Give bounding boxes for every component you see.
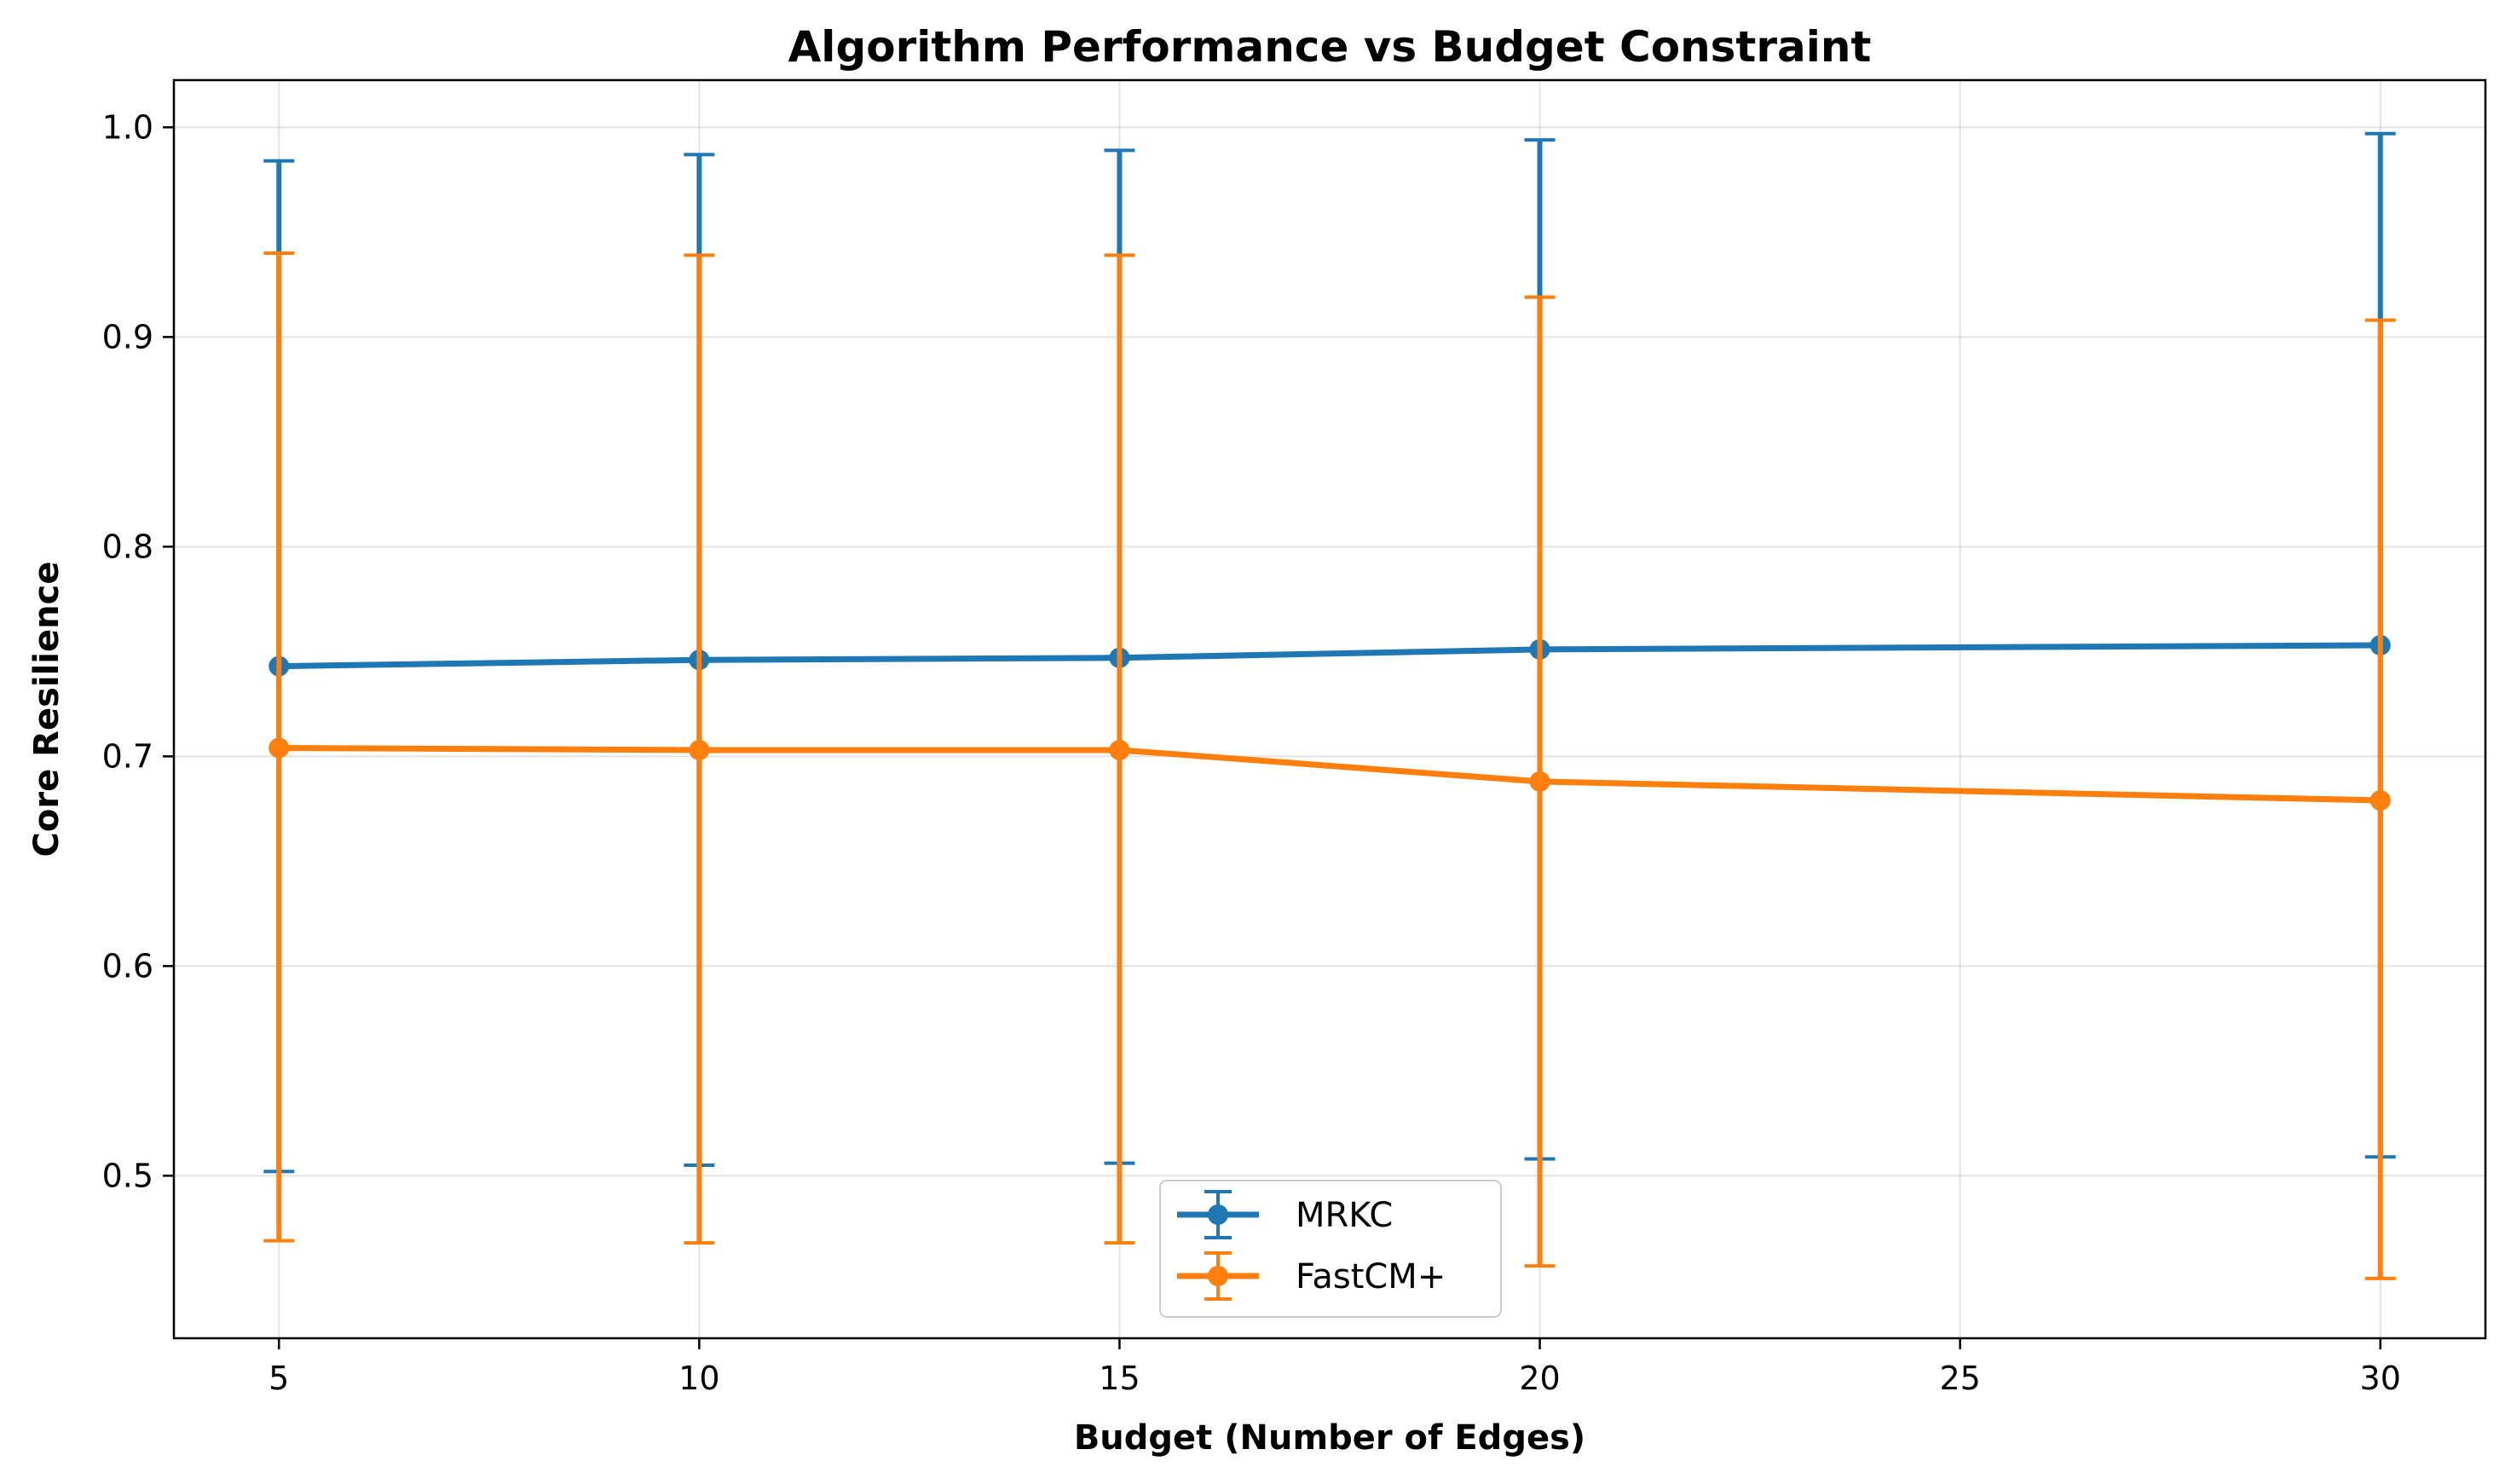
y-tick-label: 0.6 xyxy=(102,947,153,985)
x-tick-label: 10 xyxy=(678,1360,719,1397)
series-layer xyxy=(263,131,2396,1280)
plot-frame xyxy=(172,78,2487,1340)
legend-marker xyxy=(1208,1204,1228,1225)
data-point xyxy=(1529,771,1550,792)
data-point xyxy=(689,739,710,760)
y-tick-label: 0.8 xyxy=(102,528,153,565)
y-tick-label: 1.0 xyxy=(102,108,153,146)
axis-ticks: 5 10 15 20 25 30 0.5 0.6 0.7 0.8 0.9 1.0 xyxy=(102,108,2401,1397)
chart-title: Algorithm Performance vs Budget Constrai… xyxy=(788,22,1872,72)
x-tick-label: 5 xyxy=(268,1360,289,1397)
legend-item-mrkc: MRKC xyxy=(1177,1190,1393,1239)
y-tick-label: 0.7 xyxy=(102,737,153,775)
y-tick-label: 0.9 xyxy=(102,318,153,355)
series-fastcm xyxy=(263,251,2396,1280)
data-point xyxy=(1109,739,1130,760)
x-tick-label: 15 xyxy=(1099,1360,1140,1397)
data-point xyxy=(268,737,290,759)
legend-item-fastcm: FastCM+ xyxy=(1177,1251,1446,1301)
y-tick-label: 0.5 xyxy=(102,1157,153,1194)
data-point xyxy=(2370,790,2391,811)
legend-label: FastCM+ xyxy=(1296,1257,1446,1296)
legend: MRKC FastCM+ xyxy=(1159,1180,1502,1318)
x-tick-label: 30 xyxy=(2360,1360,2401,1397)
x-tick-label: 25 xyxy=(1939,1360,1980,1397)
y-axis-title: Core Resilience xyxy=(27,562,66,857)
x-tick-label: 20 xyxy=(1519,1360,1560,1397)
legend-marker xyxy=(1208,1266,1228,1286)
legend-label: MRKC xyxy=(1296,1196,1393,1235)
x-axis-title: Budget (Number of Edges) xyxy=(1074,1418,1585,1458)
